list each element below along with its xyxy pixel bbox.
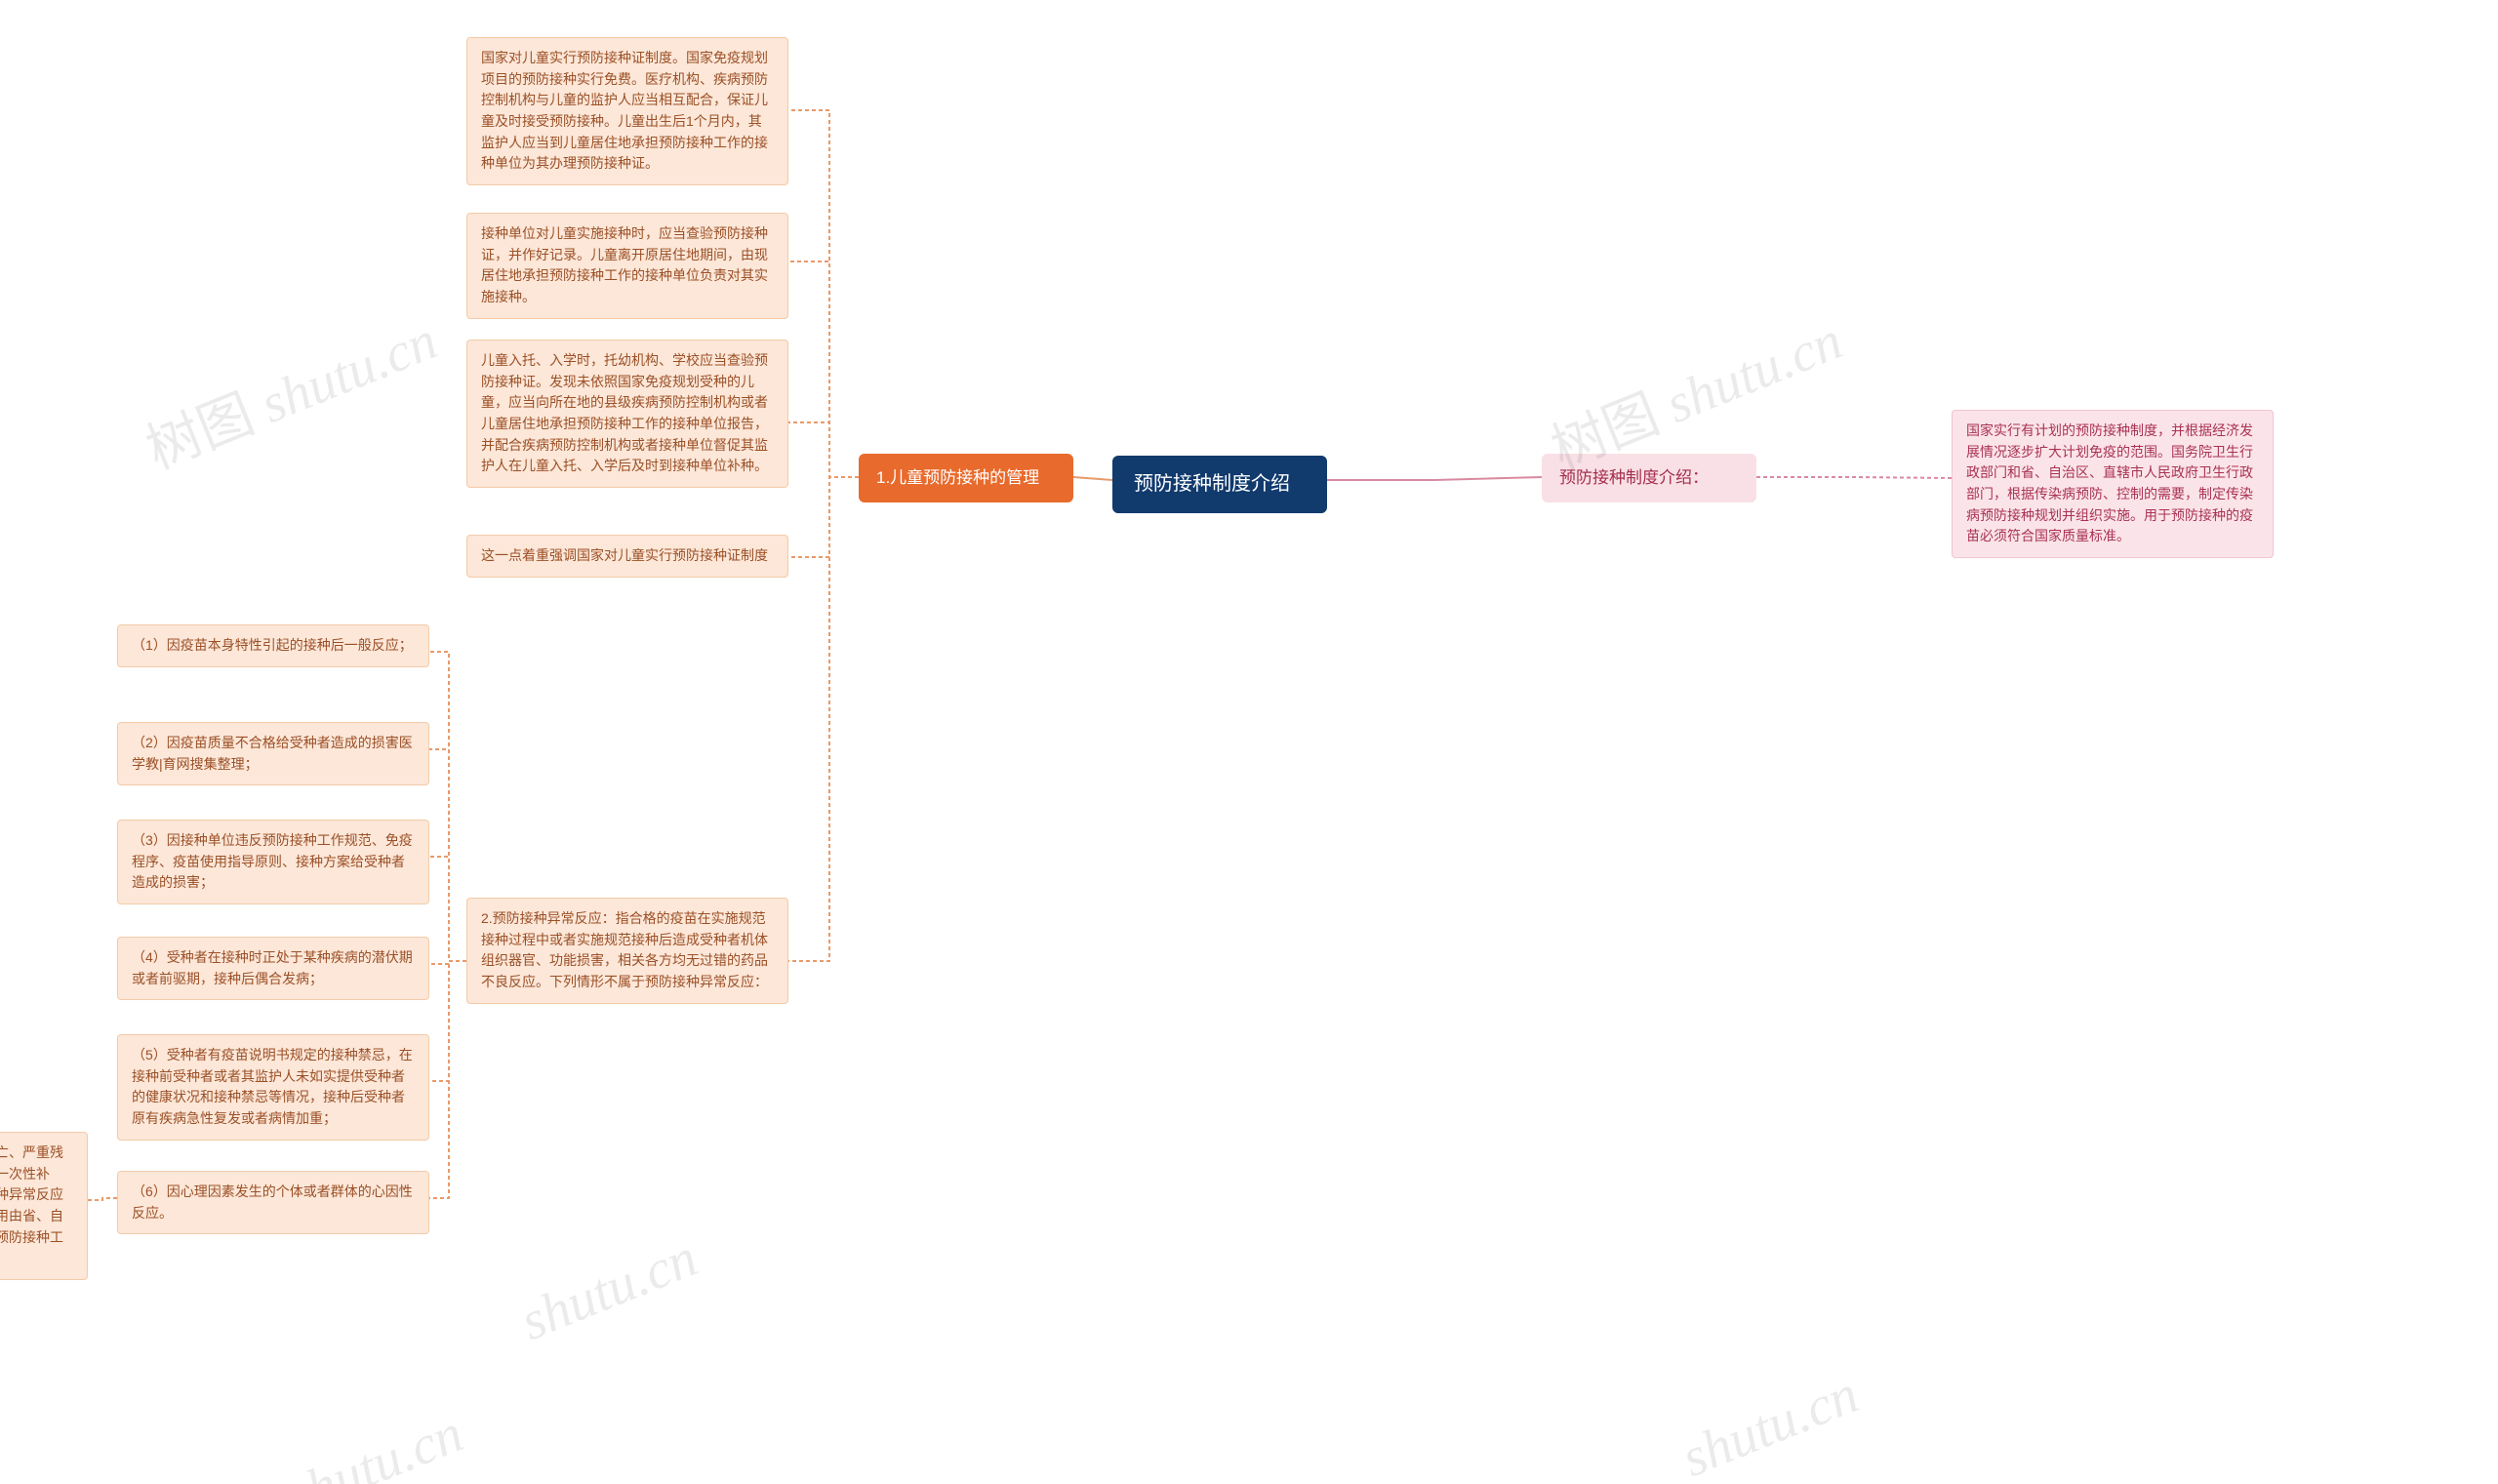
g1-leaf-2[interactable]: 儿童入托、入学时，托幼机构、学校应当查验预防接种证。发现未依照国家免疫规划受种的… (466, 340, 788, 488)
g2-item-5-text: （6）因心理因素发生的个体或者群体的心因性反应。 (132, 1183, 413, 1221)
g1-leaf-2-text: 儿童入托、入学时，托幼机构、学校应当查验预防接种证。发现未依照国家免疫规划受种的… (481, 352, 768, 473)
g2-extra-text: 因预防接种异常反应造成受种者死亡、严重残疾或者器官组织损伤的，应当给予一次性补偿… (0, 1144, 63, 1265)
g1-leaf-1-text: 接种单位对儿童实施接种时，应当查验预防接种证，并作好记录。儿童离开原居住地期间，… (481, 225, 768, 304)
g2-item-3[interactable]: （4）受种者在接种时正处于某种疾病的潜伏期或者前驱期，接种后偶合发病； (117, 937, 429, 1000)
g1-leaf-3[interactable]: 这一点着重强调国家对儿童实行预防接种证制度 (466, 535, 788, 578)
g2-node-text: 2.预防接种异常反应：指合格的疫苗在实施规范接种过程中或者实施规范接种后造成受种… (481, 910, 768, 989)
g2-extra[interactable]: 因预防接种异常反应造成受种者死亡、严重残疾或者器官组织损伤的，应当给予一次性补偿… (0, 1132, 88, 1280)
watermark: shutu.cn (1673, 1363, 1867, 1484)
g2-item-2[interactable]: （3）因接种单位违反预防接种工作规范、免疫程序、疫苗使用指导原则、接种方案给受种… (117, 820, 429, 904)
g2-item-5[interactable]: （6）因心理因素发生的个体或者群体的心因性反应。 (117, 1171, 429, 1234)
right-leaf-text: 国家实行有计划的预防接种制度，并根据经济发展情况逐步扩大计划免疫的范围。国务院卫… (1966, 422, 2253, 543)
g2-item-4[interactable]: （5）受种者有疫苗说明书规定的接种禁忌，在接种前受种者或者其监护人未如实提供受种… (117, 1034, 429, 1141)
g2-item-0[interactable]: （1）因疫苗本身特性引起的接种后一般反应； (117, 624, 429, 667)
g1-leaf-0[interactable]: 国家对儿童实行预防接种证制度。国家免疫规划项目的预防接种实行免费。医疗机构、疾病… (466, 37, 788, 185)
watermark: shutu.cn (512, 1226, 705, 1353)
g2-item-3-text: （4）受种者在接种时正处于某种疾病的潜伏期或者前驱期，接种后偶合发病； (132, 949, 413, 986)
branch-right[interactable]: 预防接种制度介绍： (1542, 454, 1756, 502)
branch-right-label: 预防接种制度介绍： (1559, 468, 1709, 487)
watermark: 树图 shutu.cn (133, 297, 447, 485)
right-leaf[interactable]: 国家实行有计划的预防接种制度，并根据经济发展情况逐步扩大计划免疫的范围。国务院卫… (1952, 410, 2274, 558)
branch-left-label: 1.儿童预防接种的管理 (876, 468, 1039, 487)
g2-item-4-text: （5）受种者有疫苗说明书规定的接种禁忌，在接种前受种者或者其监护人未如实提供受种… (132, 1047, 413, 1126)
g2-node[interactable]: 2.预防接种异常反应：指合格的疫苗在实施规范接种过程中或者实施规范接种后造成受种… (466, 898, 788, 1004)
watermark: shutu.cn (278, 1402, 471, 1484)
g2-item-0-text: （1）因疫苗本身特性引起的接种后一般反应； (132, 637, 413, 653)
root-label: 预防接种制度介绍 (1134, 473, 1290, 495)
g2-item-2-text: （3）因接种单位违反预防接种工作规范、免疫程序、疫苗使用指导原则、接种方案给受种… (132, 832, 413, 890)
g1-leaf-3-text: 这一点着重强调国家对儿童实行预防接种证制度 (481, 547, 768, 563)
g2-item-1[interactable]: （2）因疫苗质量不合格给受种者造成的损害医学教|育网搜集整理； (117, 722, 429, 785)
g1-leaf-0-text: 国家对儿童实行预防接种证制度。国家免疫规划项目的预防接种实行免费。医疗机构、疾病… (481, 50, 768, 171)
branch-left[interactable]: 1.儿童预防接种的管理 (859, 454, 1073, 502)
root-node[interactable]: 预防接种制度介绍 (1112, 456, 1327, 513)
g1-leaf-1[interactable]: 接种单位对儿童实施接种时，应当查验预防接种证，并作好记录。儿童离开原居住地期间，… (466, 213, 788, 319)
g2-item-1-text: （2）因疫苗质量不合格给受种者造成的损害医学教|育网搜集整理； (132, 735, 413, 772)
